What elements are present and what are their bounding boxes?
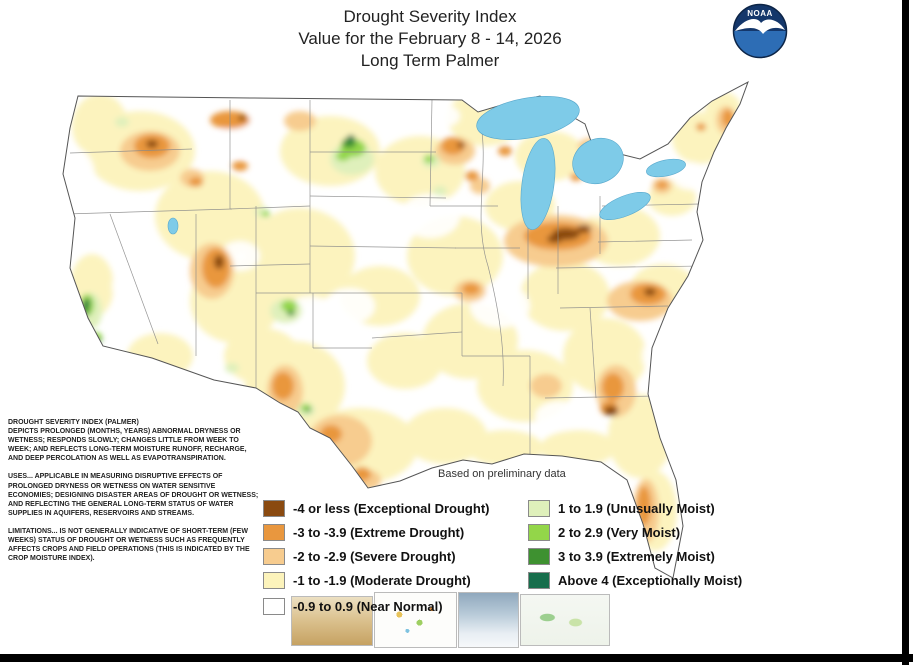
legend: -4 or less (Exceptional Drought) -3 to -…: [260, 495, 900, 625]
legend-label: -1 to -1.9 (Moderate Drought): [293, 573, 471, 588]
page-title: Drought Severity Index: [343, 7, 517, 26]
legend-swatch: [528, 524, 550, 541]
great-lakes: [167, 96, 686, 235]
title-index-type: Long Term Palmer: [360, 51, 500, 70]
legend-swatch: [263, 524, 285, 541]
logo-lower-half: [733, 31, 787, 58]
exceptionally-moist-patches: [84, 135, 355, 307]
legend-row-near-normal: -0.9 to 0.9 (Near Normal): [263, 598, 443, 615]
map-thumbnail[interactable]: [374, 592, 457, 648]
legend-swatch: [528, 572, 550, 589]
legend-row-unusually-moist: 1 to 1.9 (Unusually Moist): [528, 500, 715, 517]
legend-label: Above 4 (Exceptionally Moist): [558, 573, 743, 588]
legend-label: -3 to -3.9 (Extreme Drought): [293, 525, 465, 540]
lake-michigan: [520, 138, 556, 230]
description-block: DROUGHT SEVERITY INDEX (PALMER) DEPICTS …: [8, 418, 260, 572]
legend-label: -4 or less (Exceptional Drought): [293, 501, 490, 516]
lake-superior: [476, 96, 580, 140]
legend-swatch: [263, 500, 285, 517]
us-drought-map: [62, 81, 749, 579]
bottom-frame-border: [0, 654, 913, 662]
title-date-range: Value for the February 8 - 14, 2026: [298, 29, 562, 48]
legend-row-moderate-drought: -1 to -1.9 (Moderate Drought): [263, 572, 471, 589]
legend-swatch: [528, 500, 550, 517]
legend-label: 2 to 2.9 (Very Moist): [558, 525, 681, 540]
noaa-logo-icon[interactable]: NOAA: [732, 3, 788, 59]
legend-row-exceptionally-moist: Above 4 (Exceptionally Moist): [528, 572, 742, 589]
lake-erie: [599, 191, 651, 221]
legend-swatch: [528, 548, 550, 565]
lake-huron: [572, 137, 624, 185]
exceptional-drought-patches: [146, 115, 656, 416]
legend-label: 1 to 1.9 (Unusually Moist): [558, 501, 715, 516]
winter-mountain-photo-thumbnail[interactable]: [458, 592, 519, 648]
description-definition: DEPICTS PROLONGED (MONTHS, YEARS) ABNORM…: [8, 428, 247, 463]
legend-label: 3 to 3.9 (Extremely Moist): [558, 549, 715, 564]
legend-row-extremely-moist: 3 to 3.9 (Extremely Moist): [528, 548, 715, 565]
great-salt-lake: [167, 217, 179, 235]
state-boundaries: [65, 99, 703, 454]
lake-ontario: [646, 158, 686, 178]
description-limitations: LIMITATIONS... IS NOT GENERALLY INDICATI…: [8, 527, 250, 563]
logo-ring: [732, 3, 788, 59]
title-block: Drought Severity Index Value for the Feb…: [120, 6, 740, 72]
logo-text: NOAA: [747, 9, 773, 18]
preliminary-data-note: Based on preliminary data: [438, 468, 566, 480]
legend-swatch: [263, 572, 285, 589]
legend-row-severe-drought: -2 to -2.9 (Severe Drought): [263, 548, 456, 565]
legend-row-very-moist: 2 to 2.9 (Very Moist): [528, 524, 680, 541]
desert-photo-thumbnail[interactable]: [291, 596, 373, 646]
seagull-icon: [735, 19, 785, 34]
description-heading: DROUGHT SEVERITY INDEX (PALMER): [8, 419, 139, 426]
world-map-thumbnail[interactable]: [520, 594, 610, 646]
right-frame-border: [902, 0, 909, 665]
legend-swatch: [263, 548, 285, 565]
description-uses: USES... APPLICABLE IN MEASURING DISRUPTI…: [8, 473, 259, 517]
legend-label: -0.9 to 0.9 (Near Normal): [293, 599, 443, 614]
legend-swatch: [263, 598, 285, 615]
legend-row-extreme-drought: -3 to -3.9 (Extreme Drought): [263, 524, 464, 541]
legend-label: -2 to -2.9 (Severe Drought): [293, 549, 456, 564]
legend-row-exceptional-drought: -4 or less (Exceptional Drought): [263, 500, 489, 517]
